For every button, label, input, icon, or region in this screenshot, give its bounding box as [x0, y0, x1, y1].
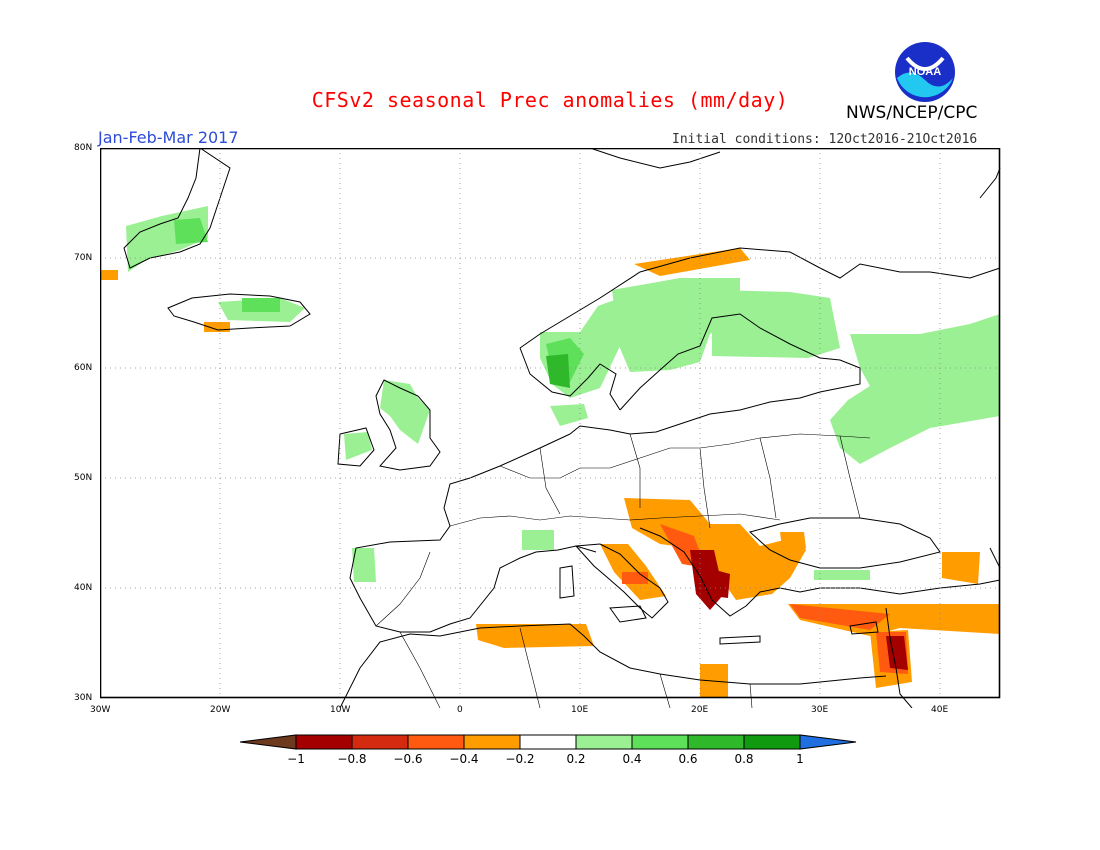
legend-swatch [687, 734, 745, 750]
precip-anomaly-map [100, 148, 1001, 708]
finland-east-positive [712, 290, 840, 358]
legend-swatch [407, 734, 465, 750]
norway-positive-max [546, 354, 570, 388]
levant-coast [885, 607, 913, 708]
legend-swatch [295, 734, 353, 750]
turkey-positive [814, 570, 870, 580]
legend-tick-label: 0.4 [622, 752, 641, 766]
svalbard-coast [589, 148, 721, 169]
balkans-negative [624, 498, 806, 600]
lon-label-20w: 20W [210, 705, 231, 715]
greenland-negative [100, 270, 118, 280]
legend-tick-label: −0.4 [449, 752, 478, 766]
legend-tick-label: 1 [796, 752, 804, 766]
legend-tick-label: −0.8 [337, 752, 366, 766]
balkans-coast [639, 527, 1001, 617]
season-label: Jan-Feb-Mar 2017 [98, 128, 239, 147]
noaa-logo: NOAA [895, 42, 955, 102]
lon-label-0: 0 [457, 705, 463, 715]
lon-label-30e: 30E [811, 705, 829, 715]
legend-arrow-high [799, 734, 857, 750]
legend-swatch [463, 734, 521, 750]
legend-arrow-low [240, 734, 297, 750]
lon-label-40e: 40E [931, 705, 949, 715]
legend-swatch [743, 734, 801, 750]
greenland-coast [123, 148, 231, 269]
map-title: CFSv2 seasonal Prec anomalies (mm/day) [311, 88, 789, 112]
north-africa-negative [476, 624, 594, 648]
sardinia-coast [559, 565, 575, 599]
iceland-positive-strong [242, 298, 280, 312]
lon-label-20e: 20E [691, 705, 709, 715]
alps-positive [522, 530, 554, 550]
iceland-coast [167, 293, 311, 331]
sicily-coast [609, 605, 647, 623]
italy-south-negative [622, 572, 648, 584]
lon-label-10w: 10W [330, 705, 351, 715]
lat-label-60n: 60N [74, 363, 93, 373]
lat-label-70n: 70N [74, 253, 93, 263]
legend-swatch [575, 734, 633, 750]
british-isles-positive [380, 380, 430, 444]
legend-swatch [631, 734, 689, 750]
novaya-zemlya-coast [979, 167, 1001, 199]
black-sea-coast [748, 517, 941, 569]
legend-tick-label: −1 [287, 752, 305, 766]
lat-label-40n: 40N [74, 583, 93, 593]
greece-strong-negative [708, 568, 730, 598]
coastlines [123, 148, 1001, 708]
legend-tick-label: 0.8 [734, 752, 753, 766]
caspian-coast [989, 547, 1001, 569]
legend-tick-label: −0.2 [505, 752, 534, 766]
lon-label-10e: 10E [571, 705, 589, 715]
italy-coast [574, 543, 669, 619]
lon-label-30w: 30W [90, 705, 111, 715]
legend-tick-label: 0.2 [566, 752, 585, 766]
cyprus-coast [849, 621, 879, 635]
legend-tick-label: −0.6 [393, 752, 422, 766]
sweden-finland-positive [612, 278, 740, 372]
russia-positive [830, 314, 1000, 464]
norway-south [519, 347, 621, 411]
lat-label-80n: 80N [74, 143, 93, 153]
legend-swatch [519, 734, 577, 750]
greenland-positive-strong [174, 218, 208, 244]
color-legend: −1 −0.8 −0.6 −0.4 −0.2 0.2 0.4 0.6 0.8 1 [240, 734, 857, 766]
north-africa-coast [339, 623, 887, 708]
map-border [100, 148, 1001, 699]
lat-label-30n: 30N [74, 693, 93, 703]
norway-north-negative [634, 248, 750, 276]
britain-coast [375, 379, 441, 471]
baltic-positive [550, 404, 588, 426]
scandinavia-coast [519, 247, 1001, 349]
legend-swatch [351, 734, 409, 750]
country-borders [375, 433, 871, 708]
black-sea-negative [780, 532, 806, 548]
anomaly-fields [100, 206, 1000, 698]
graticule [100, 148, 1000, 698]
lat-label-50n: 50N [74, 473, 93, 483]
crete-coast [719, 635, 761, 645]
iberia-positive [352, 548, 376, 582]
france-spain-coast [349, 433, 597, 633]
ireland-coast [337, 427, 375, 467]
ireland-positive [344, 432, 372, 460]
noaa-logo-text: NOAA [909, 66, 941, 78]
east-med-negative [942, 552, 980, 584]
agency-label: NWS/NCEP/CPC [846, 103, 978, 123]
legend-tick-label: 0.6 [678, 752, 697, 766]
baltic-coast [569, 313, 861, 435]
initial-conditions-label: Initial conditions: 12Oct2016-21Oct2016 [672, 132, 978, 147]
